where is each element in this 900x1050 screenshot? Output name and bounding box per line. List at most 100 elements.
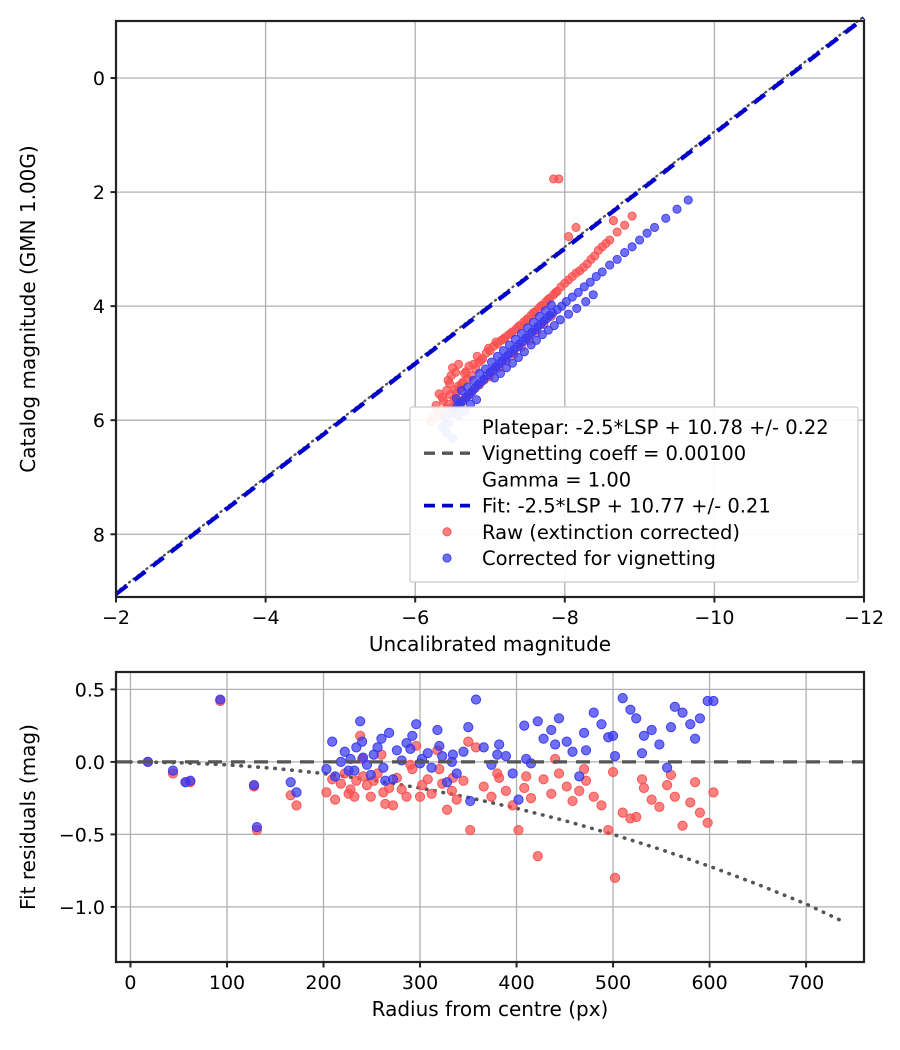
data-point <box>638 782 650 794</box>
data-point <box>525 793 537 804</box>
data-point <box>407 730 418 741</box>
data-point <box>441 777 453 788</box>
data-point <box>521 315 531 325</box>
data-point <box>555 315 565 325</box>
data-point <box>343 765 354 776</box>
data-point <box>690 777 701 788</box>
data-point <box>662 762 673 773</box>
data-point <box>500 785 512 797</box>
data-point <box>432 724 443 736</box>
data-point <box>642 228 652 238</box>
data-point <box>516 328 526 339</box>
legend-entry-raw: Raw (extinction corrected) <box>442 521 740 544</box>
data-point <box>447 749 458 760</box>
data-point <box>543 325 553 335</box>
data-point <box>546 788 557 799</box>
data-point <box>540 306 550 316</box>
data-point <box>522 323 532 333</box>
data-point <box>620 220 630 230</box>
data-point <box>291 800 302 811</box>
data-point <box>474 368 485 378</box>
tick-label-y: 6 <box>93 410 105 432</box>
data-point <box>521 753 532 765</box>
data-point <box>434 389 444 399</box>
data-point <box>426 788 437 799</box>
data-point <box>586 254 596 264</box>
legend-box <box>409 406 859 583</box>
top-axes: −2 −4 −6 −8 −10 −12 0 2 4 6 8 Uncalibrated magnitud… <box>16 15 884 656</box>
legend-entry-gamma: Gamma = 1.00 <box>482 468 631 491</box>
bottom-axes: 0 100 200 300 400 500 600 700 0.5 0.0 −0.5 −1.0 Radi… <box>16 670 866 1021</box>
data-point <box>391 745 402 756</box>
data-point <box>677 707 688 718</box>
data-point <box>588 791 599 802</box>
legend-entry-platepar: Platepar: -2.5*LSP + 10.78 +/- 0.22 <box>482 416 829 439</box>
tick-label-x: −4 <box>252 607 280 629</box>
data-point <box>636 774 648 785</box>
data-point <box>631 713 642 724</box>
data-point <box>550 739 561 750</box>
tick-label-y: 0.0 <box>75 752 105 774</box>
legend-label-vignetting: Vignetting coeff = 0.00100 <box>482 442 746 465</box>
legend-swatch-corrected-marker <box>442 553 452 563</box>
data-point <box>534 311 544 321</box>
data-point <box>627 211 637 221</box>
bottom-plot-background <box>116 672 864 962</box>
legend-label-gamma: Gamma = 1.00 <box>482 468 631 491</box>
data-point <box>507 768 518 779</box>
data-point <box>608 216 618 226</box>
tick-label-x: −6 <box>401 607 429 629</box>
data-point <box>492 749 503 760</box>
data-point <box>335 778 346 789</box>
legend-entry-fit: Fit: -2.5*LSP + 10.77 +/- 0.21 <box>424 495 771 518</box>
data-point <box>471 395 482 405</box>
data-point <box>384 727 395 739</box>
data-point <box>486 357 497 367</box>
data-point <box>486 791 497 802</box>
tick-label-x: 700 <box>788 972 824 994</box>
data-point <box>601 238 611 248</box>
data-point <box>596 719 607 730</box>
data-point <box>380 775 391 786</box>
data-point <box>339 746 350 757</box>
bottom-scatter-raw <box>142 695 719 884</box>
data-point <box>396 784 407 795</box>
data-point <box>579 727 590 739</box>
legend-entry-corrected: Corrected for vignetting <box>442 547 716 570</box>
data-point <box>654 801 665 812</box>
data-point <box>401 791 412 802</box>
data-point <box>662 780 673 791</box>
data-point <box>563 275 574 285</box>
legend-swatch-raw-marker <box>442 527 452 537</box>
vignetting-curve <box>128 760 842 922</box>
tick-label-y: 8 <box>93 524 105 546</box>
data-point <box>553 768 565 779</box>
data-point <box>463 736 474 747</box>
data-point <box>546 300 556 310</box>
data-point <box>478 781 489 792</box>
data-point <box>521 771 532 782</box>
data-point <box>422 748 433 759</box>
data-point <box>588 707 599 718</box>
data-point <box>567 292 577 302</box>
data-point <box>554 174 564 184</box>
data-point <box>669 791 680 802</box>
data-point <box>561 736 572 747</box>
data-point <box>627 242 637 252</box>
data-point <box>434 740 445 752</box>
data-point <box>351 775 362 786</box>
tick-label-y: 2 <box>93 182 105 204</box>
data-point <box>574 771 585 782</box>
data-point <box>441 804 453 815</box>
bottom-axes-frame <box>114 670 866 964</box>
data-point <box>451 768 462 779</box>
data-point <box>571 268 581 278</box>
legend-label-corrected: Corrected for vignetting <box>482 547 716 570</box>
data-point <box>537 330 547 340</box>
top-scatter-corrected <box>437 195 693 444</box>
data-point <box>563 232 574 242</box>
data-point <box>561 781 572 792</box>
data-point <box>321 787 332 798</box>
data-point <box>685 719 696 730</box>
